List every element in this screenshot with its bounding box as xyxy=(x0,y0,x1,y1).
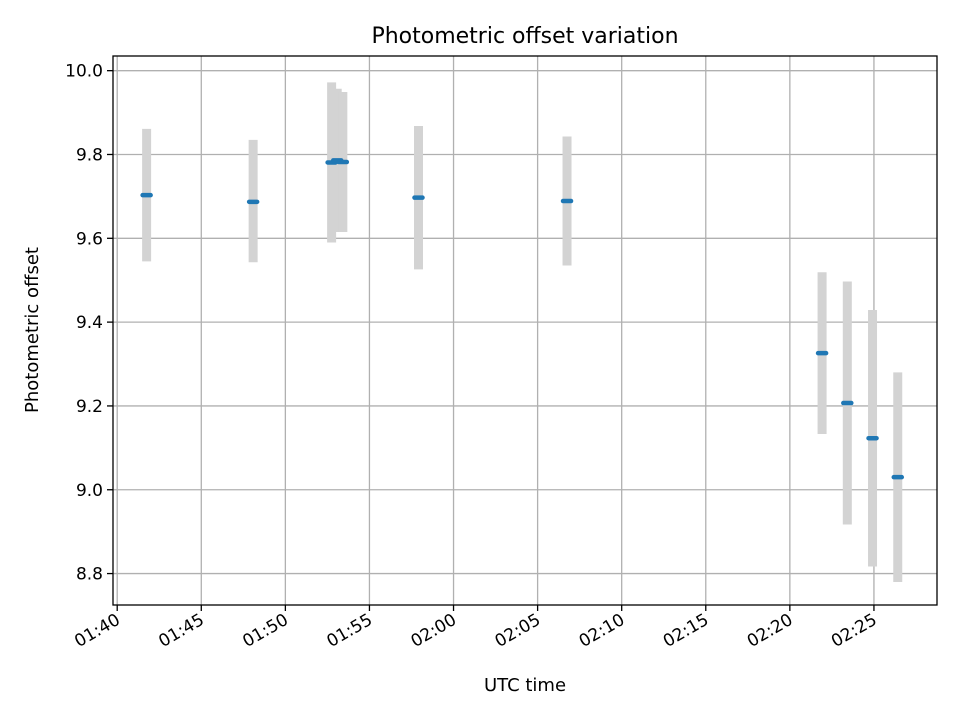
y-axis-ticks: 8.8 9.0 9.2 9.4 9.6 9.8 10.0 xyxy=(65,62,113,585)
y-tick-label: 10.0 xyxy=(65,62,103,82)
data-points xyxy=(140,158,905,480)
chart-title: Photometric offset variation xyxy=(371,24,678,49)
y-tick-label: 9.0 xyxy=(76,481,103,501)
y-tick-label: 9.8 xyxy=(76,145,103,165)
x-axis-label: UTC time xyxy=(484,675,566,696)
y-tick-label: 9.2 xyxy=(76,397,103,417)
y-axis-label: Photometric offset xyxy=(22,247,43,413)
y-tick-label: 9.4 xyxy=(76,313,103,333)
plot-frame xyxy=(112,55,938,606)
grid xyxy=(113,56,937,605)
y-tick-label: 9.6 xyxy=(76,229,103,249)
y-tick-label: 8.8 xyxy=(76,565,103,585)
